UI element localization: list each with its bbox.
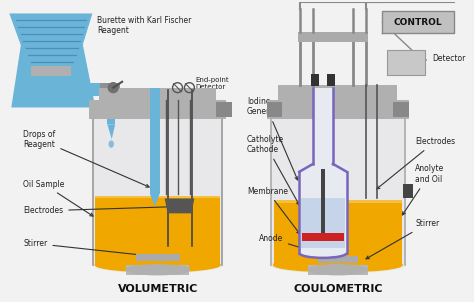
Polygon shape <box>164 198 194 213</box>
Polygon shape <box>301 198 345 248</box>
Polygon shape <box>327 74 335 86</box>
Polygon shape <box>266 100 409 119</box>
Polygon shape <box>90 100 226 119</box>
Text: Electrodes: Electrodes <box>23 205 179 215</box>
Polygon shape <box>273 204 402 265</box>
Ellipse shape <box>93 257 222 273</box>
Polygon shape <box>95 198 220 265</box>
Polygon shape <box>95 195 220 198</box>
Text: End-point
Detector: End-point Detector <box>195 77 229 90</box>
Text: Catholyte
Cathode: Catholyte Cathode <box>247 135 299 205</box>
Polygon shape <box>39 68 63 83</box>
Text: Iodine
Generator: Iodine Generator <box>247 97 298 180</box>
Polygon shape <box>107 96 115 124</box>
Ellipse shape <box>95 258 220 272</box>
Text: CONTROL: CONTROL <box>394 18 442 27</box>
Polygon shape <box>136 254 180 261</box>
Polygon shape <box>100 88 216 100</box>
Polygon shape <box>31 66 71 76</box>
Polygon shape <box>298 32 367 42</box>
Polygon shape <box>278 85 397 100</box>
Text: Burette with Karl Fischer
Reagent: Burette with Karl Fischer Reagent <box>97 16 192 35</box>
Polygon shape <box>299 164 347 253</box>
Polygon shape <box>302 233 344 241</box>
Text: Membrane: Membrane <box>247 187 300 234</box>
Ellipse shape <box>271 257 405 273</box>
Polygon shape <box>383 11 454 33</box>
Polygon shape <box>273 201 402 204</box>
Text: COULOMETRIC: COULOMETRIC <box>293 284 383 294</box>
Polygon shape <box>321 169 325 233</box>
Text: Anode: Anode <box>259 234 314 252</box>
Polygon shape <box>126 265 190 275</box>
Polygon shape <box>271 108 405 265</box>
Ellipse shape <box>109 141 113 147</box>
Polygon shape <box>308 265 367 275</box>
Ellipse shape <box>308 265 367 275</box>
Polygon shape <box>403 184 413 198</box>
Polygon shape <box>107 124 115 139</box>
Ellipse shape <box>299 248 347 258</box>
Text: Electrodes: Electrodes <box>376 137 455 189</box>
Polygon shape <box>387 50 425 75</box>
Polygon shape <box>266 101 283 117</box>
Polygon shape <box>393 101 409 117</box>
Polygon shape <box>313 88 333 164</box>
Polygon shape <box>9 14 92 68</box>
Polygon shape <box>311 74 319 86</box>
Ellipse shape <box>126 265 190 275</box>
Polygon shape <box>39 83 115 96</box>
Polygon shape <box>150 194 160 206</box>
Polygon shape <box>216 101 232 117</box>
Polygon shape <box>150 88 160 194</box>
Text: Anolyte
and Oil: Anolyte and Oil <box>402 164 444 215</box>
Polygon shape <box>11 43 95 108</box>
Polygon shape <box>299 164 347 172</box>
Text: Detector: Detector <box>392 54 465 63</box>
Text: Stirrer: Stirrer <box>366 219 439 259</box>
Polygon shape <box>93 108 222 265</box>
Circle shape <box>108 83 118 93</box>
Text: Drops of
Reagent: Drops of Reagent <box>23 130 149 187</box>
Ellipse shape <box>273 258 402 272</box>
Polygon shape <box>318 256 358 263</box>
Text: VOLUMETRIC: VOLUMETRIC <box>118 284 198 294</box>
Polygon shape <box>100 83 120 96</box>
Text: Stirrer: Stirrer <box>23 239 164 259</box>
Text: Oil Sample: Oil Sample <box>23 180 93 216</box>
